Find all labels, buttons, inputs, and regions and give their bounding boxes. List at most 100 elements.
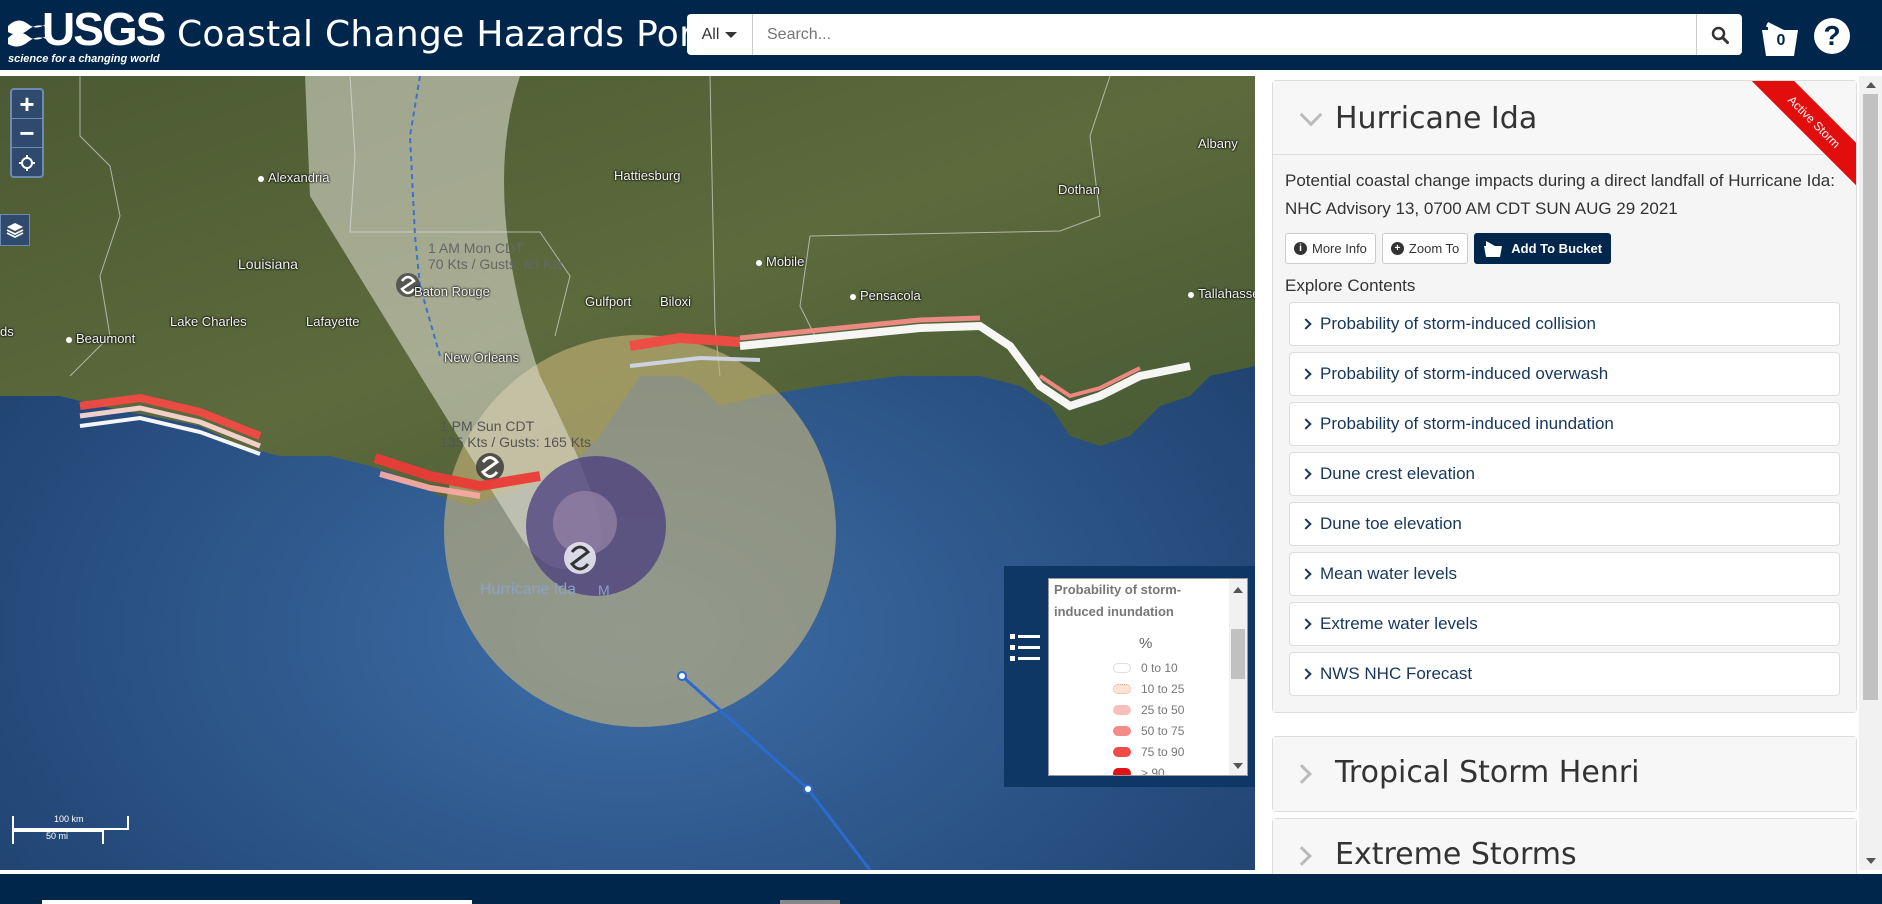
layers-button[interactable] [0, 214, 30, 246]
zoom-controls: + − [10, 88, 44, 178]
logo-text: USGS [42, 3, 166, 55]
logo-tagline: science for a changing world [8, 53, 160, 65]
layers-icon [6, 223, 24, 239]
bucket-icon[interactable] [1760, 20, 1800, 58]
content-item[interactable]: NWS NHC Forecast [1289, 652, 1840, 696]
content-item[interactable]: Probability of storm-induced inundation [1289, 402, 1840, 446]
place-label: Gulfport [585, 294, 632, 309]
map-view[interactable]: Alexandria Hattiesburg Albany Dothan Lou… [0, 76, 1255, 870]
legend-item: > 90 [1113, 762, 1165, 775]
caret-down-icon [725, 31, 738, 38]
scale-mi: 50 mi [46, 831, 69, 841]
place-label: Biloxi [660, 294, 692, 309]
add-to-bucket-button[interactable]: Add To Bucket [1474, 233, 1612, 264]
app-title[interactable]: Coastal Change Hazards Portal [177, 14, 742, 55]
footer-bar [0, 874, 1882, 904]
content-item[interactable]: Mean water levels [1289, 552, 1840, 596]
place-label: Dothan [1058, 182, 1100, 197]
scroll-down-icon[interactable] [1233, 763, 1243, 769]
content-item[interactable]: Extreme water levels [1289, 602, 1840, 646]
place-label: Albany [1198, 136, 1238, 151]
info-icon: i [1294, 242, 1307, 255]
chevron-right-icon [1300, 668, 1312, 680]
storm-panel: Hurricane Ida Active Storm Potential coa… [1255, 76, 1882, 893]
storm-card-active: Hurricane Ida Active Storm Potential coa… [1272, 80, 1857, 713]
place-label: Hattiesburg [614, 168, 681, 183]
panel-scroll-thumb[interactable] [1863, 94, 1878, 700]
storm-icon-2[interactable] [476, 453, 504, 481]
legend-scroll-thumb[interactable] [1231, 629, 1245, 679]
bucket-count: 0 [1776, 32, 1786, 49]
forecast-label-2: 1 PM Sun CDT 135 Kts / Gusts: 165 Kts [440, 418, 591, 450]
place-label: ds [0, 324, 14, 339]
content-item[interactable]: Probability of storm-induced collision [1289, 302, 1840, 346]
content-item[interactable]: Probability of storm-induced overwash [1289, 352, 1840, 396]
storm-card-title: Extreme Storms [1335, 837, 1577, 872]
legend-item: 50 to 75 [1113, 720, 1184, 741]
legend-item: 0 to 10 [1113, 657, 1178, 678]
forecast-label-1: 1 AM Mon CDT 70 Kts / Gusts: 85 Kts [428, 240, 564, 272]
content-item[interactable]: Dune toe elevation [1289, 502, 1840, 546]
chevron-right-icon [1300, 618, 1312, 630]
content-item[interactable]: Dune crest elevation [1289, 452, 1840, 496]
storm-card-extreme[interactable]: Extreme Storms [1272, 818, 1857, 893]
storm-icon-current[interactable] [564, 542, 596, 574]
legend-scrollbar[interactable] [1229, 579, 1247, 775]
more-info-button[interactable]: i More Info [1285, 233, 1376, 264]
storm-name-label: Hurricane Ida [480, 581, 577, 598]
place-label: Baton Rouge [414, 284, 490, 299]
chevron-right-icon [1300, 518, 1312, 530]
place-label: Beaumont [66, 331, 135, 346]
scroll-down-icon[interactable] [1866, 858, 1876, 864]
search-bar: All [687, 14, 1742, 55]
storm-name-label-partial: M [598, 582, 610, 598]
legend-item: 10 to 25 [1113, 678, 1184, 699]
scroll-up-icon[interactable] [1233, 587, 1243, 593]
storm-card-title: Hurricane Ida [1335, 101, 1538, 136]
search-scope-label: All [701, 25, 720, 43]
footer-highlight-secondary [780, 900, 840, 904]
place-label: Lafayette [306, 314, 360, 329]
chevron-right-icon [1300, 368, 1312, 380]
place-label: New Orleans [444, 350, 520, 365]
usgs-logo[interactable]: USGS science for a changing world [6, 6, 166, 66]
bucket-icon [1484, 240, 1503, 257]
place-label: Lake Charles [170, 314, 247, 329]
region-label: Louisiana [238, 256, 298, 272]
place-label: Pensacola [850, 288, 921, 303]
place-label: Alexandria [258, 170, 329, 185]
help-button[interactable]: ? [1814, 18, 1850, 54]
chevron-down-icon[interactable] [1299, 103, 1323, 127]
top-header: USGS science for a changing world Coasta… [0, 0, 1882, 70]
legend-item: 75 to 90 [1113, 741, 1184, 762]
chevron-right-icon [1300, 468, 1312, 480]
legend-panel[interactable]: Probability of storm-induced inundation … [1048, 578, 1248, 776]
plus-circle-icon: + [1390, 242, 1404, 255]
chevron-right-icon [1300, 568, 1312, 580]
search-input[interactable] [753, 14, 1696, 55]
legend-list-icon[interactable] [1010, 632, 1042, 664]
zoom-to-button[interactable]: + Zoom To [1381, 233, 1469, 264]
scroll-up-icon[interactable] [1866, 82, 1876, 88]
footer-highlight [42, 900, 472, 904]
chevron-right-icon [1300, 318, 1312, 330]
place-label: Mobile [756, 254, 804, 269]
explore-contents-label: Explore Contents [1285, 276, 1416, 295]
zoom-in-button[interactable]: + [12, 89, 42, 119]
search-button[interactable] [1696, 14, 1742, 55]
panel-scrollbar[interactable] [1859, 76, 1882, 870]
legend-item: 25 to 50 [1113, 699, 1184, 720]
chevron-right-icon[interactable] [1292, 846, 1312, 866]
storm-card-header[interactable]: Hurricane Ida Active Storm [1273, 81, 1856, 190]
storm-description: Potential coastal change impacts during … [1285, 171, 1835, 218]
scale-km: 100 km [54, 814, 84, 824]
locate-button[interactable] [12, 148, 42, 177]
storm-icon-1[interactable] [396, 273, 420, 297]
storm-card-title: Tropical Storm Henri [1335, 755, 1640, 790]
search-scope-dropdown[interactable]: All [687, 14, 753, 55]
storm-card-henri[interactable]: Tropical Storm Henri [1272, 736, 1857, 812]
search-icon [1711, 26, 1729, 44]
legend-title: Probability of storm-induced inundation [1054, 582, 1182, 619]
chevron-right-icon[interactable] [1292, 764, 1312, 784]
zoom-out-button[interactable]: − [12, 118, 42, 148]
